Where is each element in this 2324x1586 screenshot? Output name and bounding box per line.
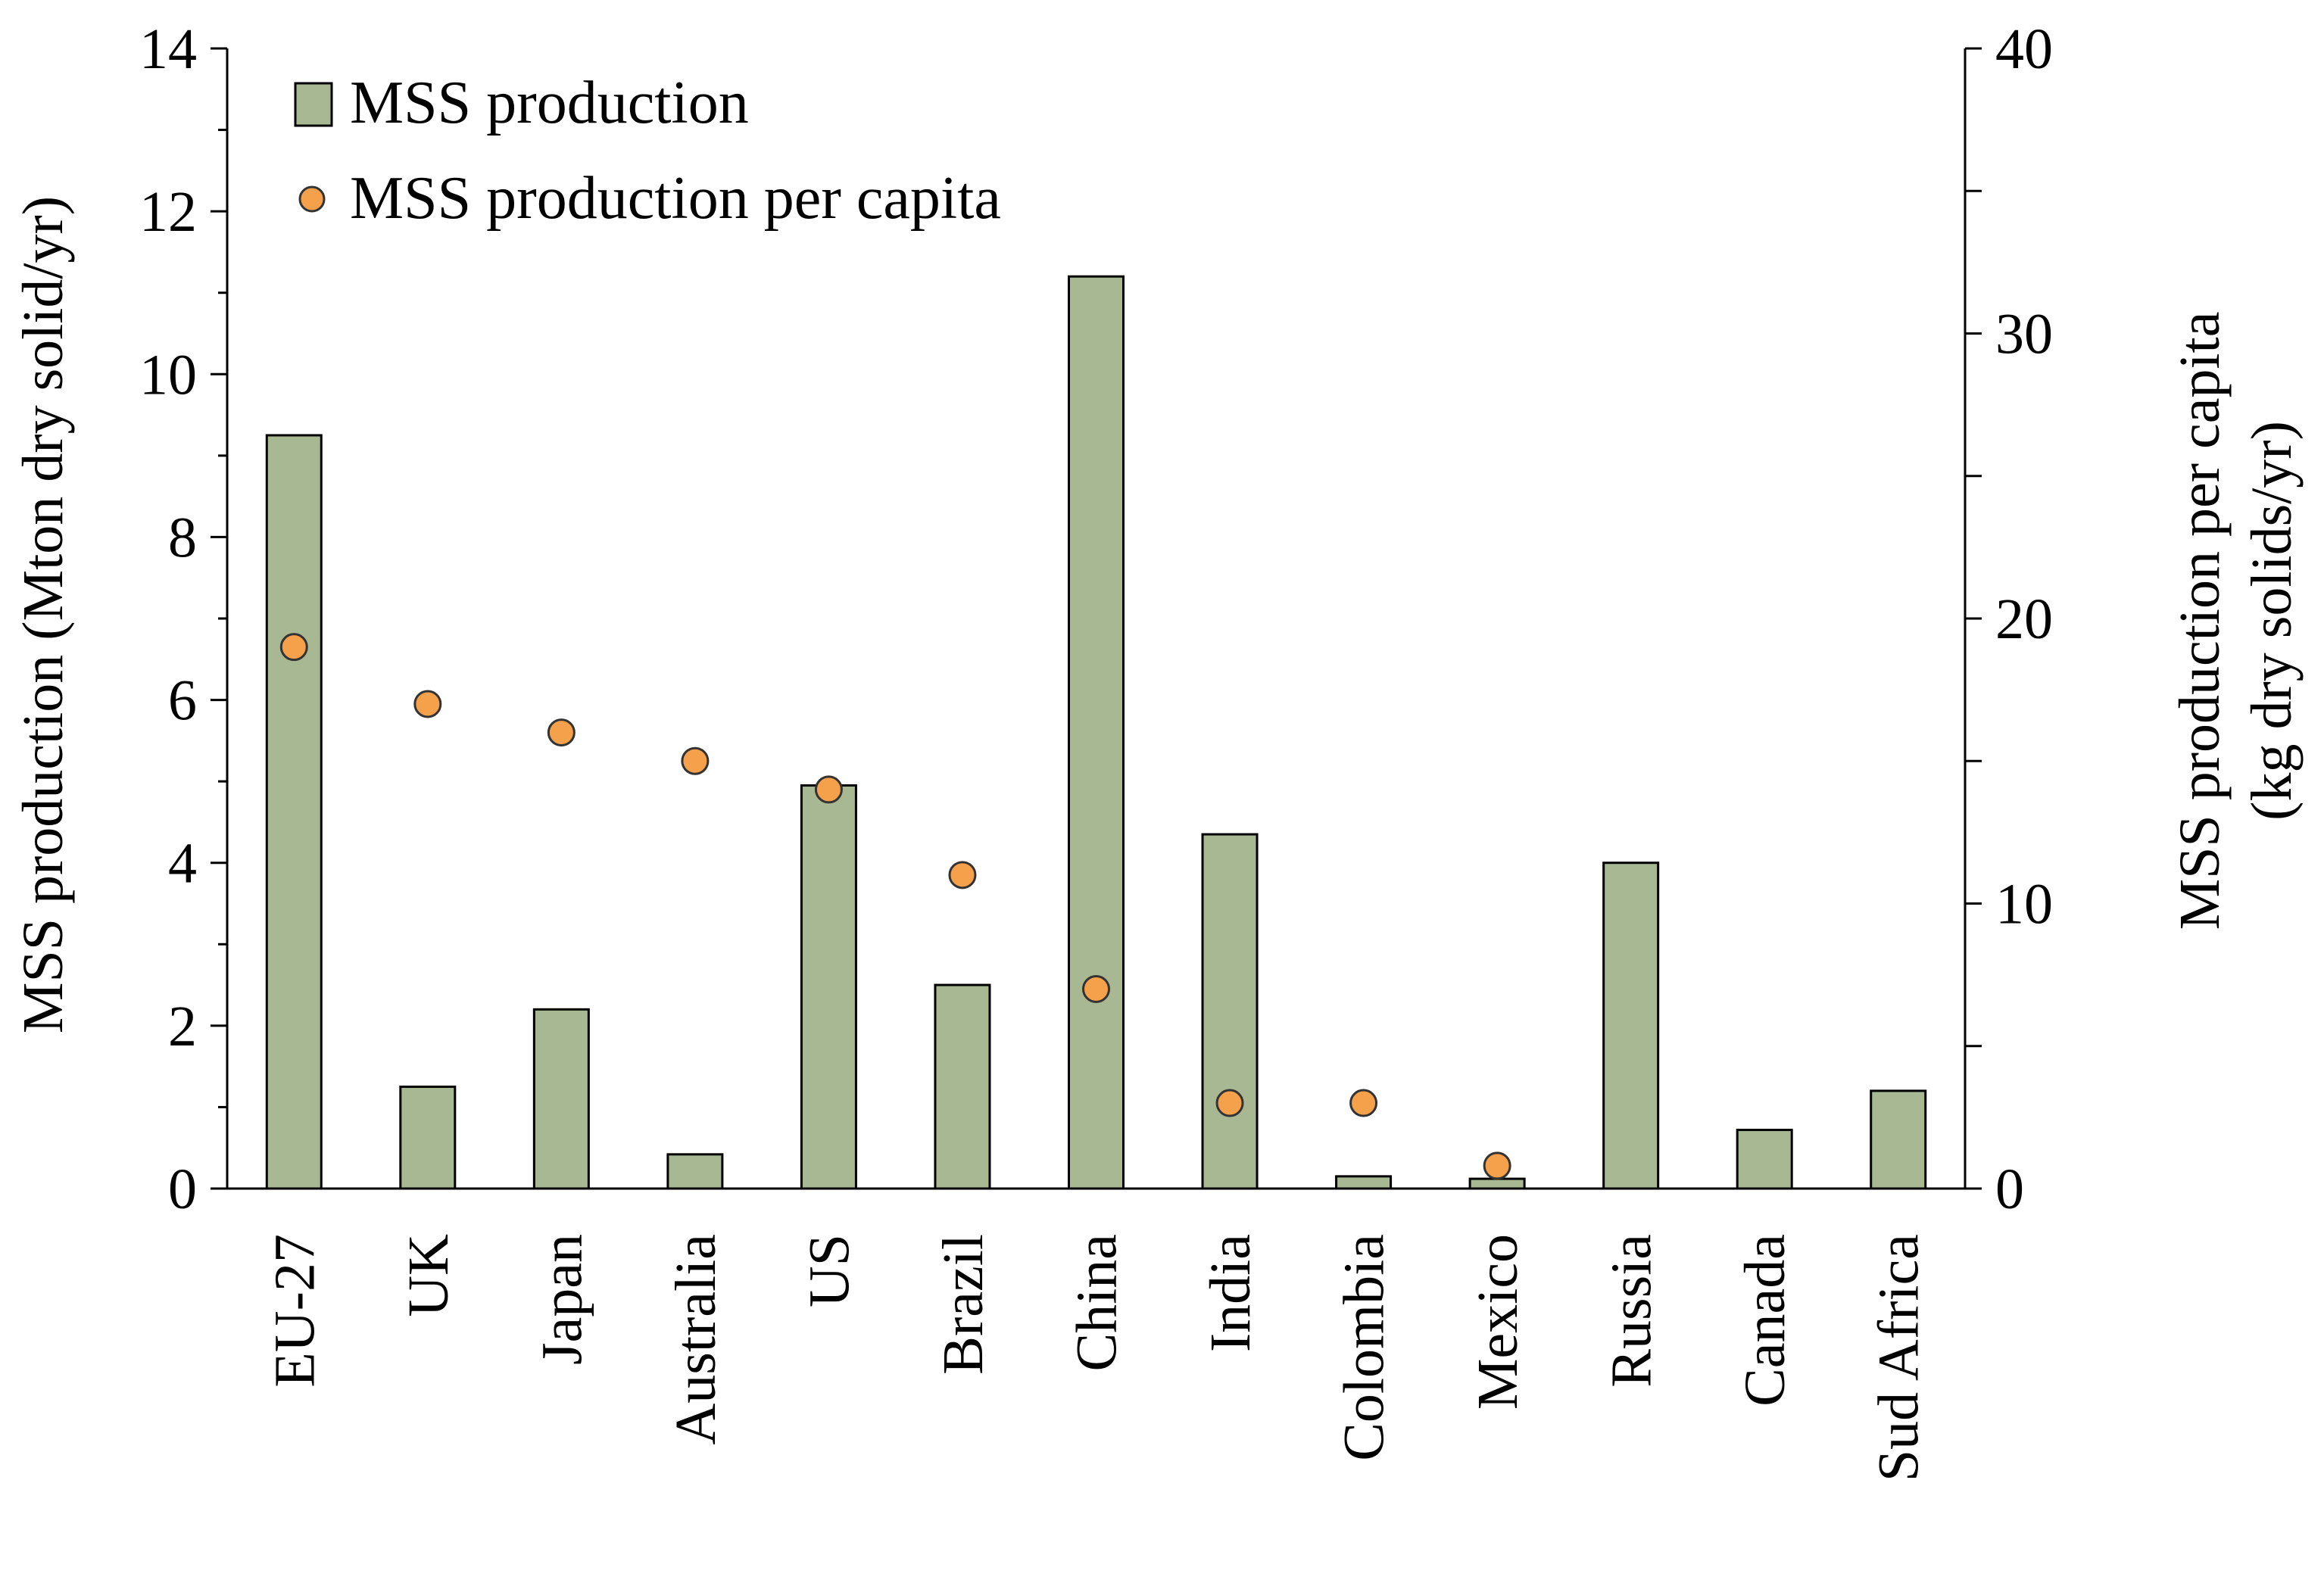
x-tick-label: Japan <box>530 1234 594 1365</box>
y-left-axis-title: MSS production (Mton dry solid/yr) <box>11 196 75 1033</box>
point-brazil <box>948 861 977 890</box>
y-left-tick-label: 0 <box>168 1158 197 1221</box>
x-tick-label: EU-27 <box>263 1234 326 1388</box>
y-left-tick-label: 12 <box>139 180 197 244</box>
y-right-tick-label: 40 <box>1995 17 2053 81</box>
point-us <box>814 775 843 804</box>
x-tick-label: Colombia <box>1333 1234 1396 1461</box>
y-right-axis-title-line1: MSS production per capita <box>2168 312 2232 930</box>
bar-australia <box>666 1153 724 1190</box>
legend-label-bar: MSS production <box>350 70 749 136</box>
y-left-tick-label: 6 <box>168 669 197 733</box>
point-australia <box>681 746 710 775</box>
point-japan <box>547 718 576 747</box>
bar-mexico <box>1468 1177 1526 1190</box>
labels-layer: 0 2 4 6 8 10 12 14 0 10 20 30 40 EU-27 UK Japan Australi… <box>139 17 2053 1482</box>
x-tick-label: Brazil <box>931 1234 995 1375</box>
bar-brazil <box>934 983 991 1190</box>
y-left-tick-label: 8 <box>168 506 197 569</box>
point-india <box>1215 1089 1244 1117</box>
point-mexico <box>1483 1151 1511 1180</box>
markers-layer <box>279 633 1511 1180</box>
bars-layer <box>265 275 1927 1190</box>
x-tick-label: Canada <box>1733 1234 1797 1407</box>
x-tick-label: Russia <box>1600 1234 1664 1388</box>
y-right-tick-label: 0 <box>1995 1158 2024 1221</box>
x-tick-label: Australia <box>664 1234 728 1445</box>
bar-russia <box>1602 862 1660 1190</box>
legend: MSS production MSS production per capita <box>294 70 1001 232</box>
y-left-tick-label: 4 <box>168 832 197 896</box>
bar-eu-27 <box>265 434 323 1190</box>
legend-marker-swatch <box>298 185 326 213</box>
y-right-axis-title-line2: (kg dry solids/yr) <box>2240 421 2304 821</box>
bar-canada <box>1736 1129 1793 1190</box>
bar-us <box>800 784 857 1190</box>
x-tick-label: US <box>797 1234 861 1307</box>
bar-china <box>1068 275 1125 1190</box>
y-left-tick-label: 10 <box>139 343 197 407</box>
x-tick-label: UK <box>397 1234 460 1317</box>
y-right-tick-label: 30 <box>1995 303 2053 366</box>
bar-japan <box>532 1008 590 1190</box>
x-tick-label: Mexico <box>1466 1234 1530 1410</box>
point-eu-27 <box>279 633 308 662</box>
point-uk <box>413 690 442 718</box>
bar-india <box>1201 833 1259 1190</box>
y-left-tick-label: 14 <box>139 17 197 81</box>
bar-colombia <box>1335 1175 1393 1190</box>
x-tick-label: India <box>1199 1234 1262 1352</box>
legend-label-marker: MSS production per capita <box>350 165 1001 232</box>
x-tick-label: Sud Africa <box>1867 1234 1931 1482</box>
y-right-tick-label: 20 <box>1995 587 2053 651</box>
y-right-tick-label: 10 <box>1995 873 2053 936</box>
x-tick-label: China <box>1065 1234 1129 1372</box>
legend-bar-swatch <box>294 82 333 127</box>
axes-layer <box>211 47 1982 1190</box>
point-colombia <box>1349 1089 1378 1117</box>
bar-sud-africa <box>1870 1089 1927 1190</box>
point-china <box>1082 974 1110 1003</box>
y-left-tick-label: 2 <box>168 995 197 1058</box>
bar-uk <box>399 1086 457 1190</box>
